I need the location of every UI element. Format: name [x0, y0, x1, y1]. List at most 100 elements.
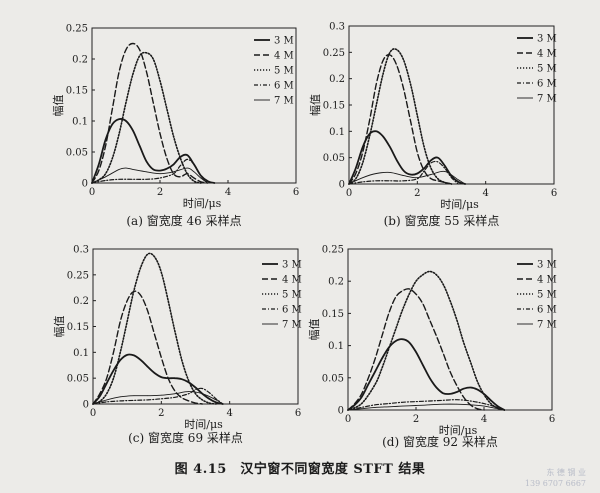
data-point	[504, 409, 505, 411]
data-point	[215, 398, 217, 400]
data-point	[173, 164, 175, 165]
data-point	[369, 120, 370, 122]
data-point	[193, 171, 195, 173]
y-tick-label: 0.15	[66, 86, 88, 97]
data-point	[113, 351, 114, 353]
data-point	[105, 176, 106, 178]
data-point	[436, 274, 437, 276]
data-point	[118, 71, 120, 72]
chart-panel-1: 0 0.05 0.1 0.15 0.2 0.25 0 2 4 6 时间/μs 幅值 3 M 4 M 5 M 6…	[52, 24, 299, 229]
y-tick-label: 0	[339, 180, 345, 191]
data-point	[375, 130, 377, 132]
data-point	[497, 408, 498, 410]
data-point	[207, 182, 209, 184]
data-point	[423, 167, 425, 169]
data-point	[416, 152, 418, 153]
data-point	[497, 405, 498, 407]
data-point	[389, 146, 391, 148]
y-axis-label: 幅值	[309, 94, 322, 116]
data-point	[139, 55, 141, 57]
data-point	[147, 395, 149, 397]
data-point	[416, 178, 418, 180]
data-point	[389, 172, 391, 173]
data-point	[396, 65, 398, 66]
data-point	[449, 300, 451, 301]
data-point	[470, 387, 471, 388]
legend-label: 6 M	[537, 79, 557, 90]
data-point	[215, 399, 217, 401]
data-point	[188, 391, 190, 392]
data-point	[147, 366, 149, 368]
legend-label: 5 M	[274, 66, 294, 77]
y-tick-label: 0	[83, 400, 89, 411]
legend: 3 M 4 M 5 M 6 M 7 M	[517, 260, 557, 331]
data-point	[483, 405, 485, 407]
data-point	[112, 108, 113, 109]
data-point	[402, 405, 403, 407]
data-point	[125, 102, 127, 103]
data-point	[442, 352, 444, 354]
panel-caption: (b) 窗宽度 55 采样点	[384, 213, 500, 228]
y-tick-label: 0.2	[72, 55, 88, 66]
data-point	[215, 402, 217, 403]
data-point	[91, 182, 93, 184]
data-point	[382, 73, 384, 74]
data-point	[146, 52, 147, 54]
data-point	[193, 164, 195, 165]
x-tick-label: 0	[345, 414, 351, 425]
data-point	[173, 173, 175, 175]
x-tick-label: 6	[293, 187, 299, 198]
legend-label: 4 M	[282, 275, 302, 286]
legend-label: 3 M	[537, 34, 557, 45]
data-point	[381, 335, 383, 337]
data-point	[476, 389, 478, 390]
data-point	[437, 161, 439, 163]
data-point	[132, 129, 134, 131]
y-tick-label: 0.05	[66, 148, 88, 159]
data-point	[174, 377, 176, 379]
data-point	[132, 178, 134, 180]
data-point	[415, 280, 417, 282]
data-point	[456, 399, 458, 401]
data-point	[389, 54, 391, 56]
x-tick-label: 0	[346, 188, 352, 199]
data-point	[126, 300, 128, 302]
y-tick-label: 0.1	[73, 348, 89, 359]
data-point	[429, 319, 430, 321]
data-point	[444, 167, 446, 169]
data-point	[403, 59, 405, 61]
series-line-6m	[91, 158, 209, 184]
data-point	[118, 118, 120, 120]
data-point	[119, 396, 121, 398]
data-point	[374, 358, 376, 359]
data-point	[106, 393, 108, 395]
figure-caption: 图 4.15 汉宁窗不同窗宽度 STFT 结果	[174, 462, 426, 477]
data-point	[430, 174, 432, 175]
x-tick-label: 2	[413, 414, 419, 425]
legend-label: 5 M	[537, 64, 557, 75]
data-point	[429, 377, 430, 379]
data-point	[437, 157, 439, 159]
data-point	[113, 370, 114, 371]
data-point	[449, 393, 451, 395]
x-tick-label: 6	[295, 408, 301, 419]
data-point	[180, 176, 181, 178]
data-point	[381, 358, 383, 359]
data-point	[429, 404, 430, 406]
data-point	[180, 157, 181, 159]
data-point	[166, 157, 168, 159]
data-point	[159, 170, 161, 172]
data-point	[159, 173, 161, 175]
data-point	[430, 167, 432, 169]
series-line-3m	[348, 130, 467, 185]
data-point	[208, 402, 210, 404]
data-point	[368, 383, 369, 385]
watermark-line-2: 139 6707 6667	[524, 479, 586, 488]
legend: 3 M 4 M 5 M 6 M 7 M	[517, 34, 557, 105]
data-point	[403, 170, 405, 172]
y-tick-label: 0.25	[323, 48, 345, 59]
data-point	[186, 159, 188, 160]
data-point	[208, 392, 210, 393]
data-point	[186, 154, 188, 156]
